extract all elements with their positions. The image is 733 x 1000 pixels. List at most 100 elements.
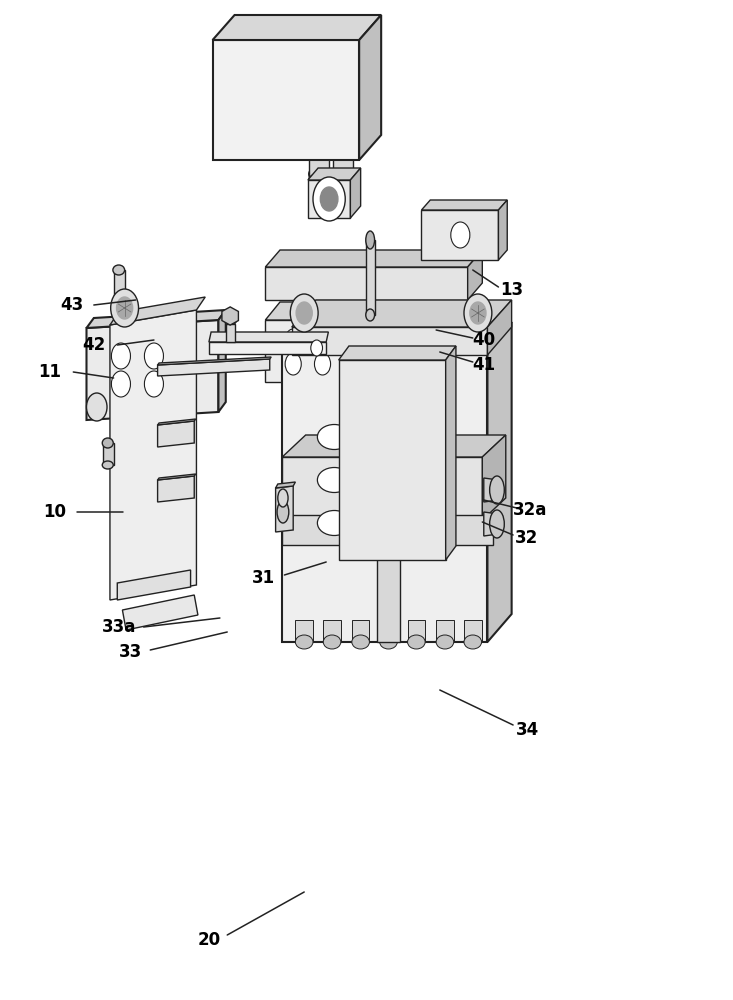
- Polygon shape: [436, 620, 454, 642]
- Ellipse shape: [490, 510, 504, 538]
- Circle shape: [410, 353, 426, 375]
- Ellipse shape: [142, 317, 154, 327]
- Text: 42: 42: [82, 336, 106, 354]
- Polygon shape: [339, 346, 456, 360]
- Text: 31: 31: [252, 569, 276, 587]
- Text: 13: 13: [500, 281, 523, 299]
- Polygon shape: [209, 332, 328, 342]
- Polygon shape: [308, 168, 361, 180]
- Polygon shape: [282, 350, 487, 642]
- Polygon shape: [158, 476, 194, 502]
- Circle shape: [290, 294, 318, 332]
- Polygon shape: [213, 15, 381, 40]
- Ellipse shape: [408, 635, 425, 649]
- Polygon shape: [468, 250, 482, 300]
- Circle shape: [320, 187, 338, 211]
- Circle shape: [313, 177, 345, 221]
- Circle shape: [439, 353, 455, 375]
- Polygon shape: [482, 435, 506, 520]
- Polygon shape: [446, 346, 456, 560]
- Circle shape: [285, 353, 301, 375]
- Ellipse shape: [295, 635, 313, 649]
- Text: 20: 20: [197, 931, 221, 949]
- Polygon shape: [309, 144, 329, 180]
- Polygon shape: [308, 180, 350, 218]
- Polygon shape: [292, 327, 487, 355]
- Circle shape: [314, 353, 331, 375]
- Ellipse shape: [309, 136, 329, 151]
- Polygon shape: [366, 240, 375, 315]
- Circle shape: [464, 294, 492, 332]
- Ellipse shape: [464, 635, 482, 649]
- Ellipse shape: [490, 476, 504, 504]
- Polygon shape: [209, 342, 326, 354]
- Text: 32: 32: [515, 529, 538, 547]
- Circle shape: [439, 329, 455, 351]
- Polygon shape: [282, 322, 512, 350]
- Circle shape: [144, 343, 163, 369]
- Polygon shape: [110, 297, 205, 325]
- Polygon shape: [282, 515, 493, 545]
- Ellipse shape: [366, 309, 375, 321]
- Circle shape: [111, 289, 139, 327]
- Polygon shape: [464, 620, 482, 642]
- Ellipse shape: [113, 296, 125, 304]
- Text: 10: 10: [43, 503, 67, 521]
- Ellipse shape: [317, 510, 351, 536]
- Polygon shape: [339, 360, 446, 560]
- Polygon shape: [408, 620, 425, 642]
- Polygon shape: [498, 200, 507, 260]
- Text: 33: 33: [119, 643, 142, 661]
- Polygon shape: [158, 421, 194, 447]
- Circle shape: [111, 343, 130, 369]
- Ellipse shape: [399, 468, 433, 492]
- Circle shape: [373, 353, 389, 375]
- Text: 40: 40: [472, 331, 496, 349]
- Ellipse shape: [277, 501, 289, 523]
- Polygon shape: [295, 620, 313, 642]
- Text: 43: 43: [60, 296, 84, 314]
- Circle shape: [285, 329, 301, 351]
- Ellipse shape: [317, 468, 351, 492]
- Polygon shape: [222, 307, 238, 325]
- Ellipse shape: [142, 346, 154, 354]
- Polygon shape: [350, 168, 361, 218]
- Ellipse shape: [309, 166, 329, 181]
- Polygon shape: [265, 302, 482, 320]
- Ellipse shape: [380, 635, 397, 649]
- Ellipse shape: [102, 438, 113, 448]
- Polygon shape: [110, 310, 196, 600]
- Ellipse shape: [333, 174, 353, 186]
- Ellipse shape: [102, 461, 113, 469]
- Polygon shape: [103, 443, 114, 465]
- Polygon shape: [323, 620, 341, 642]
- Polygon shape: [218, 310, 226, 412]
- Circle shape: [373, 329, 389, 351]
- Polygon shape: [333, 174, 353, 210]
- Polygon shape: [143, 322, 154, 350]
- Circle shape: [144, 371, 163, 397]
- Text: 11: 11: [38, 363, 62, 381]
- Polygon shape: [86, 310, 226, 328]
- Circle shape: [311, 340, 323, 356]
- Polygon shape: [484, 512, 498, 536]
- Polygon shape: [226, 324, 235, 342]
- Polygon shape: [86, 320, 218, 420]
- Polygon shape: [309, 174, 329, 210]
- Polygon shape: [292, 300, 512, 327]
- Polygon shape: [276, 482, 295, 488]
- Polygon shape: [487, 322, 512, 642]
- Ellipse shape: [309, 174, 329, 186]
- Polygon shape: [265, 320, 468, 382]
- Polygon shape: [380, 620, 397, 642]
- Ellipse shape: [399, 424, 433, 450]
- Text: 34: 34: [516, 721, 539, 739]
- Circle shape: [314, 329, 331, 351]
- Polygon shape: [276, 486, 293, 532]
- Polygon shape: [213, 40, 359, 160]
- Ellipse shape: [366, 231, 375, 249]
- Polygon shape: [359, 15, 381, 160]
- Polygon shape: [265, 250, 482, 267]
- Polygon shape: [352, 620, 369, 642]
- Text: 32a: 32a: [513, 501, 547, 519]
